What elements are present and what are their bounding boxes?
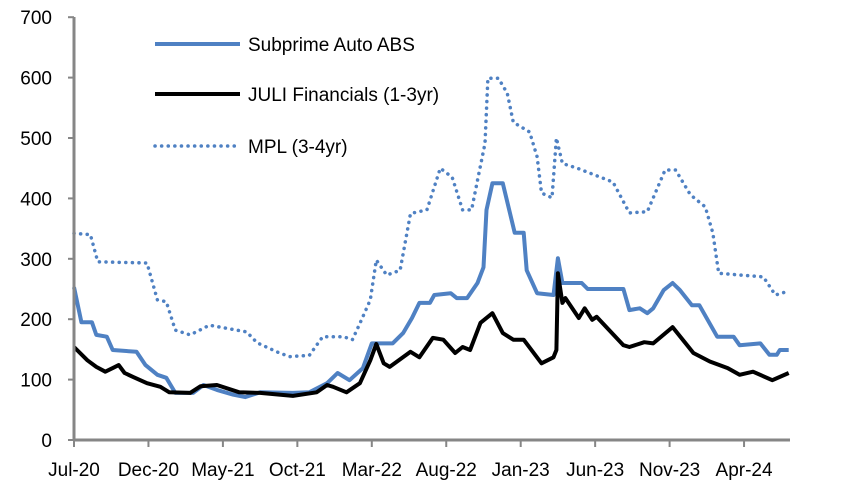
- y-tick-label: 700: [20, 8, 52, 29]
- legend: Subprime Auto ABS JULI Financials (1-3yr…: [153, 35, 439, 158]
- legend-item-juli-financials: JULI Financials (1-3yr): [155, 85, 439, 106]
- x-tick-label: Jan-23: [492, 460, 550, 481]
- x-tick-label: May-21: [191, 460, 254, 481]
- y-tick-label: 500: [20, 129, 52, 150]
- x-tick-label: Mar-22: [342, 460, 402, 481]
- y-tick-label: 100: [20, 371, 52, 392]
- y-tick-label: 400: [20, 189, 52, 210]
- series-line-juli-financials-1-3yr: [72, 271, 790, 398]
- legend-item-subprime-auto-abs: Subprime Auto ABS: [155, 35, 415, 56]
- y-tick-label: 200: [20, 310, 52, 331]
- y-tick-label: 0: [41, 431, 52, 452]
- legend-item-mpl: MPL (3-4yr): [153, 137, 348, 158]
- x-tick-label: Nov-23: [639, 460, 700, 481]
- series-line-mpl-3-4yr: [72, 76, 788, 359]
- series-line-subprime-auto-abs: [72, 181, 789, 400]
- legend-label-subprime: Subprime Auto ABS: [248, 35, 415, 56]
- y-ticks: 0 100 200 300 400 500 600 700: [20, 8, 74, 452]
- x-tick-label: Jul-20: [48, 460, 100, 481]
- y-tick-label: 600: [20, 69, 52, 90]
- x-tick-label: Dec-20: [118, 460, 179, 481]
- axes: [72, 17, 790, 442]
- x-tick-label: Jun-23: [566, 460, 624, 481]
- x-tick-label: Oct-21: [269, 460, 326, 481]
- series-layer: [72, 76, 790, 400]
- legend-label-juli: JULI Financials (1-3yr): [248, 85, 439, 106]
- x-tick-label: Aug-22: [416, 460, 477, 481]
- y-tick-label: 300: [20, 250, 52, 271]
- x-tick-label: Apr-24: [716, 460, 773, 481]
- legend-label-mpl: MPL (3-4yr): [248, 137, 348, 158]
- x-ticks: Jul-20 Dec-20 May-21 Oct-21 Mar-22 Aug-22 Jan-…: [48, 440, 773, 481]
